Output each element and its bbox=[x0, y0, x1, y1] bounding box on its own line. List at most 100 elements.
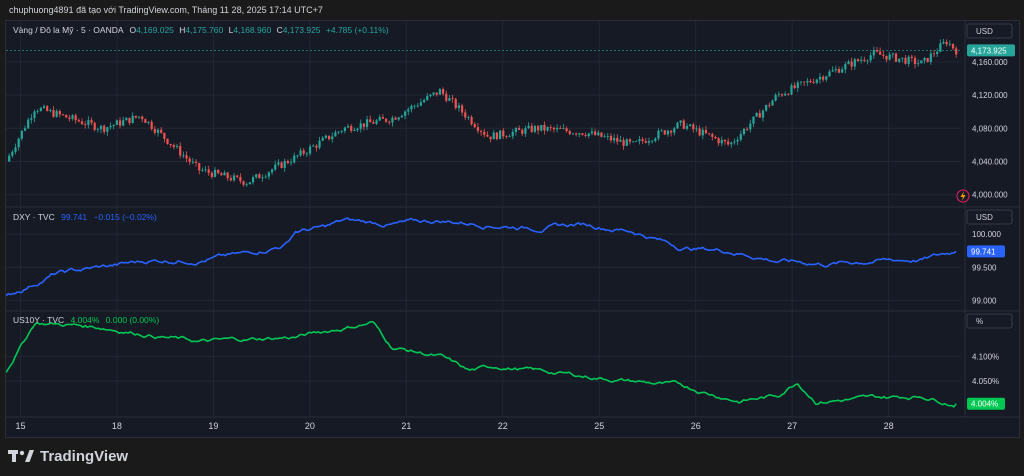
candle bbox=[400, 114, 404, 118]
dxy-change: −0.015 (−0.02%) bbox=[93, 212, 156, 222]
chart-area[interactable]: Vàng / Đô la Mỹ · 5 · OANDA O4,169.025 H… bbox=[5, 20, 1020, 438]
candle bbox=[30, 114, 33, 124]
candle bbox=[242, 180, 245, 187]
candle bbox=[945, 39, 948, 47]
candle bbox=[565, 126, 568, 133]
lightning-icon[interactable] bbox=[956, 189, 970, 203]
us10y-pane[interactable]: US10Y · TVC 4.004% 0.000 (0.00%) % 4.100… bbox=[6, 313, 1013, 410]
candle bbox=[587, 133, 590, 139]
dxy-currency-button[interactable]: USD bbox=[966, 209, 1013, 225]
candle bbox=[166, 138, 169, 145]
candle bbox=[185, 151, 188, 163]
candle bbox=[628, 138, 632, 145]
candle bbox=[894, 52, 898, 63]
price-tick-label: 4,000.000 bbox=[972, 191, 1008, 200]
candle bbox=[727, 138, 730, 147]
candle bbox=[803, 81, 806, 86]
candle bbox=[90, 117, 93, 126]
candle bbox=[274, 160, 277, 172]
candle bbox=[251, 175, 255, 185]
candle bbox=[131, 112, 134, 124]
dxy-pane[interactable]: DXY · TVC 99.741 −0.015 (−0.02%) USD 100… bbox=[6, 209, 1013, 305]
candle bbox=[755, 112, 758, 118]
candle bbox=[530, 122, 533, 134]
candle bbox=[888, 51, 891, 61]
candle bbox=[527, 122, 530, 130]
candle bbox=[920, 60, 923, 64]
candle bbox=[324, 134, 327, 139]
candle bbox=[815, 78, 818, 85]
candle bbox=[96, 127, 99, 133]
candle bbox=[153, 125, 156, 135]
candle bbox=[559, 125, 562, 129]
candle bbox=[790, 83, 793, 96]
time-tick-label: 15 bbox=[15, 421, 25, 431]
gold-high: 4,175.760 bbox=[185, 25, 223, 35]
candle bbox=[454, 97, 457, 110]
candle bbox=[384, 118, 388, 124]
tradingview-name: TradingView bbox=[40, 447, 129, 465]
dxy-line bbox=[6, 217, 957, 297]
candle bbox=[160, 127, 163, 134]
price-tick-label: 4,080.000 bbox=[972, 124, 1008, 133]
us10y-unit-button[interactable]: % bbox=[966, 313, 1013, 329]
candle bbox=[46, 104, 49, 112]
candle bbox=[106, 126, 109, 136]
candle bbox=[413, 104, 416, 110]
candle bbox=[657, 128, 660, 141]
candle bbox=[308, 144, 312, 156]
candle bbox=[765, 104, 768, 112]
candle bbox=[635, 140, 638, 142]
time-tick-label: 20 bbox=[305, 421, 315, 431]
gold-currency-button[interactable]: USD bbox=[966, 23, 1013, 39]
candle bbox=[296, 154, 299, 159]
candle bbox=[562, 124, 565, 130]
candle bbox=[267, 171, 270, 180]
candle bbox=[283, 158, 286, 172]
candle bbox=[511, 128, 514, 140]
candle bbox=[150, 119, 153, 131]
gold-close: 4,173.925 bbox=[283, 25, 321, 35]
candle bbox=[761, 109, 765, 122]
us10y-title: US10Y · TVC bbox=[13, 315, 64, 325]
gold-change: +4.785 (+0.11%) bbox=[326, 25, 389, 35]
gold-low-label: L bbox=[229, 25, 234, 35]
candle bbox=[600, 132, 603, 138]
candle bbox=[689, 123, 692, 127]
candle bbox=[372, 119, 375, 124]
candle bbox=[327, 135, 331, 141]
candle bbox=[460, 103, 464, 116]
candle bbox=[872, 46, 875, 59]
candle bbox=[717, 137, 720, 146]
candle bbox=[771, 99, 774, 106]
gold-candles bbox=[8, 38, 958, 187]
candle bbox=[613, 134, 616, 144]
candle bbox=[910, 54, 913, 62]
candle bbox=[698, 125, 701, 137]
candle bbox=[39, 106, 42, 112]
candle bbox=[647, 137, 651, 146]
candle bbox=[226, 171, 229, 181]
candle bbox=[52, 106, 55, 118]
candle bbox=[695, 125, 698, 133]
candle bbox=[416, 103, 419, 108]
gold-open: 4,169.025 bbox=[136, 25, 174, 35]
chart-svg[interactable]: Vàng / Đô la Mỹ · 5 · OANDA O4,169.025 H… bbox=[6, 21, 1019, 437]
gold-legend: Vàng / Đô la Mỹ · 5 · OANDA O4,169.025 H… bbox=[13, 25, 389, 35]
candle bbox=[261, 174, 264, 182]
candle bbox=[651, 139, 654, 144]
candle bbox=[391, 115, 394, 127]
candle bbox=[33, 109, 36, 122]
candle bbox=[780, 93, 784, 98]
candle bbox=[144, 118, 147, 123]
candle bbox=[489, 136, 492, 143]
candle bbox=[122, 116, 125, 127]
candle bbox=[49, 108, 52, 113]
tradingview-brand[interactable]: TradingView bbox=[8, 444, 128, 468]
time-tick-label: 25 bbox=[594, 421, 604, 431]
candle bbox=[362, 123, 365, 131]
candle bbox=[445, 90, 448, 103]
gold-pane[interactable]: Vàng / Đô la Mỹ · 5 · OANDA O4,169.025 H… bbox=[6, 23, 1015, 203]
candle bbox=[619, 135, 622, 142]
time-axis[interactable]: 15 18 19 20 21 22 25 26 27 28 bbox=[15, 421, 893, 431]
